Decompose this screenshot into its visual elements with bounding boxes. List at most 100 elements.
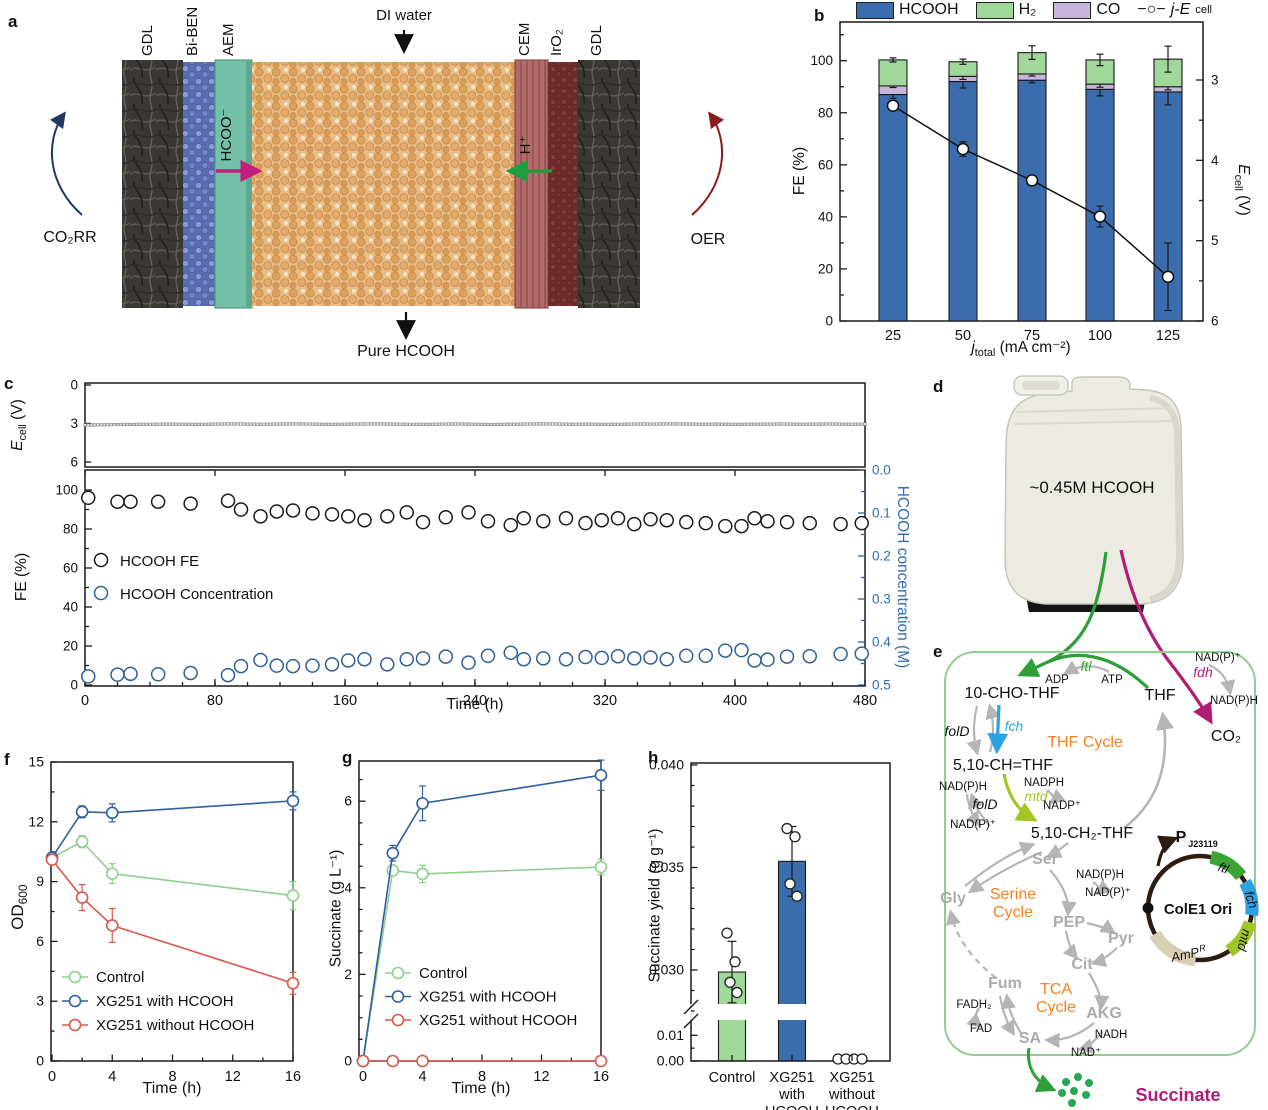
promoter-arrow xyxy=(1156,835,1179,867)
legend-item-cell-voltage: −○− j-E cell xyxy=(1137,1,1213,18)
svg-text:Succinate: Succinate xyxy=(1135,1085,1220,1105)
svg-text:5,10-CH=THF: 5,10-CH=THF xyxy=(953,757,1053,774)
jug-ridges xyxy=(1013,407,1175,425)
oer-arrow xyxy=(691,111,724,216)
solid-electrolyte-layer xyxy=(252,62,515,306)
svg-text:320: 320 xyxy=(593,693,617,709)
gdl-left-layer xyxy=(122,60,183,308)
svg-text:without: without xyxy=(828,1087,875,1103)
svg-text:0: 0 xyxy=(36,1053,44,1069)
svg-text:Control: Control xyxy=(419,965,467,982)
svg-text:ftl: ftl xyxy=(1081,658,1093,674)
svg-text:6: 6 xyxy=(1211,313,1219,328)
pathway-arrows xyxy=(945,660,1236,1054)
fch-gene xyxy=(1239,878,1259,917)
svg-text:ColE1 Ori: ColE1 Ori xyxy=(1164,901,1232,918)
svg-text:400: 400 xyxy=(723,693,747,709)
svg-text:80: 80 xyxy=(207,693,223,709)
svg-text:AEM: AEM xyxy=(220,23,237,56)
legend-item-hcooh: HCOOH xyxy=(856,1,959,19)
panel-letter-b: b xyxy=(814,6,825,25)
svg-text:Control: Control xyxy=(709,1070,756,1086)
svg-text:P: P xyxy=(1176,829,1187,846)
svg-text:0: 0 xyxy=(359,1069,367,1085)
svg-text:GDL: GDL xyxy=(588,25,605,56)
svg-text:HCOOH FE: HCOOH FE xyxy=(120,553,199,570)
svg-text:5,10-CH₂-THF: 5,10-CH₂-THF xyxy=(1031,825,1133,842)
svg-text:80: 80 xyxy=(818,105,833,120)
svg-text:0.030: 0.030 xyxy=(649,962,684,978)
svg-text:0: 0 xyxy=(825,314,833,329)
svg-text:mtd: mtd xyxy=(1234,928,1254,954)
svg-text:NAD(P)⁺: NAD(P)⁺ xyxy=(1085,887,1131,899)
svg-text:0: 0 xyxy=(48,1069,56,1085)
svg-text:25: 25 xyxy=(885,328,901,344)
svg-text:0.2: 0.2 xyxy=(872,549,891,564)
chart-b-ylabel-left: FE (%) xyxy=(791,146,808,196)
iro2-catalyst-layer xyxy=(548,62,578,306)
svg-text:20: 20 xyxy=(818,261,833,276)
svg-text:CO₂: CO₂ xyxy=(1211,728,1241,745)
svg-text:THF: THF xyxy=(1144,687,1175,704)
svg-text:50: 50 xyxy=(955,328,971,344)
svg-text:IrO₂: IrO₂ xyxy=(548,29,565,56)
svg-text:0.4: 0.4 xyxy=(345,879,352,895)
svg-text:12: 12 xyxy=(533,1069,549,1085)
h2-swatch xyxy=(975,1,1014,19)
gdl-right-layer xyxy=(578,60,640,308)
svg-text:H⁺: H⁺ xyxy=(517,136,534,155)
svg-text:0.0: 0.0 xyxy=(872,463,891,478)
svg-text:Cit: Cit xyxy=(1071,956,1093,973)
svg-text:folD: folD xyxy=(973,796,998,812)
svg-text:AKG: AKG xyxy=(1086,1005,1122,1022)
svg-text:ATP: ATP xyxy=(1101,674,1123,686)
svg-text:0.5: 0.5 xyxy=(872,678,891,693)
svg-text:40: 40 xyxy=(63,600,78,615)
svg-text:Bi-BEN: Bi-BEN xyxy=(184,7,201,56)
chart-g-xlabel: Time (h) xyxy=(451,1080,511,1097)
chart-b-ylabel-right: Ecell (V) xyxy=(1231,164,1253,216)
svg-text:mtd: mtd xyxy=(1024,788,1049,804)
svg-text:HCOOH: HCOOH xyxy=(765,1104,819,1110)
ftl-reaction-arrow xyxy=(1017,658,1053,677)
svg-text:0.00: 0.00 xyxy=(657,1053,684,1069)
legend-item-h2: H₂ xyxy=(975,1,1036,19)
ftl-gene xyxy=(1209,850,1247,881)
svg-text:NAD(P)H: NAD(P)H xyxy=(939,781,987,793)
svg-text:XG251 with HCOOH: XG251 with HCOOH xyxy=(96,993,234,1010)
co-swatch xyxy=(1053,1,1092,19)
svg-text:75: 75 xyxy=(1024,328,1040,344)
svg-text:6: 6 xyxy=(70,454,78,469)
svg-text:5: 5 xyxy=(1211,233,1219,248)
svg-text:16: 16 xyxy=(593,1069,609,1085)
svg-text:OER: OER xyxy=(691,231,726,248)
svg-text:THF Cycle: THF Cycle xyxy=(1047,734,1123,751)
svg-text:15: 15 xyxy=(28,754,44,770)
chart-f-xlabel: Time (h) xyxy=(142,1080,202,1097)
mtd-gene xyxy=(1225,920,1257,957)
svg-text:SA: SA xyxy=(1019,1030,1042,1047)
svg-text:DI water: DI water xyxy=(376,7,432,24)
svg-text:100: 100 xyxy=(55,483,78,498)
jug-shading xyxy=(1149,395,1183,602)
svg-text:0.2: 0.2 xyxy=(345,966,352,982)
aem-membrane xyxy=(214,59,253,309)
svg-text:4: 4 xyxy=(418,1069,426,1085)
svg-text:160: 160 xyxy=(333,693,357,709)
svg-text:16: 16 xyxy=(285,1069,301,1085)
panel-d-e-jug-and-pathway: ~0.45M HCOOH xyxy=(939,375,1261,1107)
svg-text:100: 100 xyxy=(810,53,833,68)
svg-text:NAD(P)⁺: NAD(P)⁺ xyxy=(1195,652,1241,664)
svg-text:FAD: FAD xyxy=(970,1023,992,1035)
svg-text:AmP: AmP xyxy=(1169,944,1201,965)
svg-text:480: 480 xyxy=(853,693,877,709)
panel-a-labels: GDL Bi-BEN AEM DI water CEM IrO₂ GDL HCOO⁻ H⁺ CO₂… xyxy=(43,7,725,360)
jug-label: ~0.45M HCOOH xyxy=(1029,478,1154,497)
svg-text:CO₂RR: CO₂RR xyxy=(43,229,96,246)
svg-text:0.0: 0.0 xyxy=(345,1053,352,1069)
svg-text:Ser: Ser xyxy=(1032,851,1058,868)
svg-text:60: 60 xyxy=(818,157,833,172)
chart-b-legend: HCOOH H₂ CO −○− j-E cell xyxy=(856,1,1212,19)
svg-text:J23119: J23119 xyxy=(1188,839,1218,849)
